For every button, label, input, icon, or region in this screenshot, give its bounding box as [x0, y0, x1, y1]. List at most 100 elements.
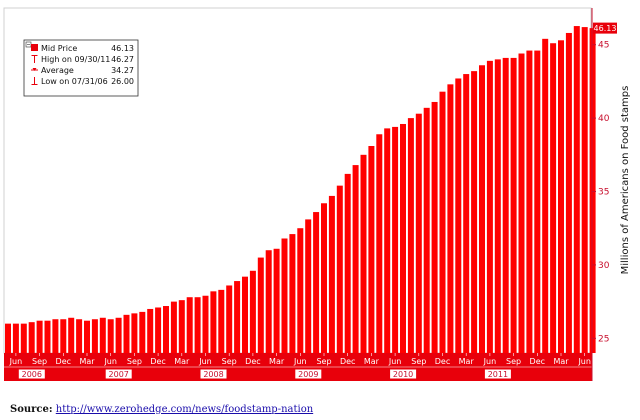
bar [407, 118, 414, 353]
bar [518, 53, 525, 353]
y-tick-label: 30 [598, 261, 610, 271]
bar [210, 291, 217, 353]
bar [249, 270, 256, 353]
bar [297, 228, 304, 353]
bar [526, 50, 533, 353]
bar [534, 50, 541, 353]
legend: Mid Price 46.13 High on 09/30/11 46.27 A… [23, 39, 139, 97]
bar [99, 317, 106, 353]
legend-box [23, 39, 139, 97]
bar [234, 281, 241, 353]
bar [550, 43, 557, 353]
bar [76, 319, 83, 353]
x-tick-label: Dec [245, 357, 260, 366]
bar [400, 123, 406, 353]
year-labels-group: 2006 2007 2008 2009 2010 2011 [18, 369, 511, 379]
bar [565, 32, 572, 354]
bar [91, 319, 98, 353]
legend-label-high: High on 09/30/11 [41, 55, 110, 64]
x-tick-label: Sep [316, 357, 331, 366]
legend-label-mid-price: Mid Price [41, 44, 77, 53]
last-value-marker: 46.13 [593, 22, 617, 34]
year-label-box [390, 369, 417, 379]
bar [573, 26, 580, 354]
bar [447, 84, 454, 353]
legend-value-high: 46.27 [111, 55, 134, 64]
year-label: 2008 [203, 370, 223, 379]
x-tick-label: Mar [174, 357, 190, 366]
source-link[interactable]: http://www.zerohedge.com/news/foodstamp-… [55, 404, 314, 415]
bar [68, 317, 75, 353]
bar [44, 320, 51, 353]
bar [28, 322, 35, 353]
year-label-box [484, 369, 511, 379]
x-tick-label: Dec [530, 357, 545, 366]
year-label-box [295, 369, 322, 379]
legend-label-average: Average [41, 66, 74, 75]
x-tick-label: Dec [435, 357, 450, 366]
bar [344, 173, 351, 353]
bar [20, 323, 27, 353]
year-label: 2007 [109, 370, 129, 379]
bar [226, 285, 233, 353]
bar [218, 289, 225, 353]
bar [289, 234, 296, 353]
year-label: 2011 [488, 370, 508, 379]
x-tick-label: Mar [269, 357, 285, 366]
x-tick-label: Sep [222, 357, 237, 366]
bar [336, 185, 343, 353]
bar [155, 307, 162, 353]
bar [502, 57, 509, 353]
bar [194, 297, 201, 353]
x-tick-label: Mar [459, 357, 475, 366]
x-tick-label: Jun [577, 357, 591, 366]
bar [313, 212, 320, 353]
high-marker-icon [31, 55, 38, 63]
bar [479, 65, 485, 353]
bar [360, 154, 367, 353]
bar [115, 317, 122, 353]
x-tick-label: Sep [127, 357, 142, 366]
bar [455, 78, 462, 353]
x-tick-label: Dec [340, 357, 355, 366]
bar [107, 319, 114, 353]
y-ticks-group: 25 30 35 40 45 [592, 41, 610, 344]
year-label-box [105, 369, 132, 379]
bar [392, 126, 399, 353]
bar [368, 146, 375, 353]
x-tick-label: Dec [624, 357, 639, 366]
bar [376, 134, 383, 353]
bar [265, 250, 272, 353]
bar [281, 238, 288, 353]
x-tick-label: Dec [56, 357, 71, 366]
year-label-box [200, 369, 227, 379]
x-tick-label: Sep [32, 357, 47, 366]
source-label: Source: [10, 404, 53, 415]
legend-value-low: 26.00 [111, 77, 134, 86]
filled-square-icon [31, 44, 38, 51]
bar [423, 107, 430, 353]
bar [257, 257, 264, 353]
bar [12, 323, 19, 353]
last-value-box [593, 22, 617, 34]
bar [589, 28, 596, 354]
y-tick-label: 45 [598, 41, 609, 51]
bar [139, 311, 146, 353]
bar [123, 314, 130, 353]
bar [273, 248, 280, 353]
bar [163, 306, 169, 353]
bar [439, 91, 446, 354]
legend-value-mid-price: 46.13 [111, 44, 134, 53]
x-tick-label: Jun [9, 357, 23, 366]
y-tick-label: 25 [598, 334, 609, 344]
x-tick-label: Jun [388, 357, 402, 366]
x-tick-label: Jun [103, 357, 117, 366]
bar [558, 40, 564, 354]
bar [52, 319, 59, 353]
year-label: 2010 [393, 370, 413, 379]
bar [471, 71, 478, 353]
bar [463, 74, 470, 353]
bar [5, 323, 11, 353]
bar [431, 101, 438, 354]
bar [415, 113, 422, 353]
